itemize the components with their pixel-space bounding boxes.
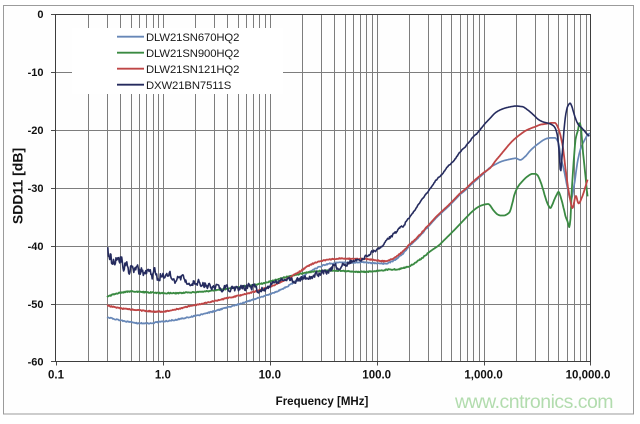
- svg-text:10.0: 10.0: [259, 370, 281, 382]
- svg-text:1,000.0: 1,000.0: [464, 370, 502, 382]
- svg-text:-60: -60: [28, 357, 44, 369]
- svg-text:SDD11 [dB]: SDD11 [dB]: [10, 148, 26, 224]
- svg-text:DLW21SN670HQ2: DLW21SN670HQ2: [146, 32, 239, 44]
- svg-text:-20: -20: [28, 125, 44, 137]
- svg-text:10,000.0: 10,000.0: [566, 370, 611, 382]
- svg-text:0: 0: [37, 9, 43, 21]
- svg-text:DLW21SN121HQ2: DLW21SN121HQ2: [146, 64, 239, 76]
- svg-text:Frequency [MHz]: Frequency [MHz]: [276, 396, 369, 408]
- svg-text:-50: -50: [28, 299, 44, 311]
- svg-text:www.cntronics.com: www.cntronics.com: [454, 391, 613, 413]
- svg-text:1.0: 1.0: [155, 370, 171, 382]
- svg-text:-30: -30: [28, 183, 44, 195]
- svg-text:-10: -10: [28, 67, 44, 79]
- svg-text:0.1: 0.1: [48, 370, 65, 382]
- svg-text:DXW21BN7511S: DXW21BN7511S: [146, 80, 232, 92]
- svg-text:-40: -40: [28, 241, 44, 253]
- svg-text:100.0: 100.0: [362, 370, 391, 382]
- svg-text:DLW21SN900HQ2: DLW21SN900HQ2: [146, 48, 239, 60]
